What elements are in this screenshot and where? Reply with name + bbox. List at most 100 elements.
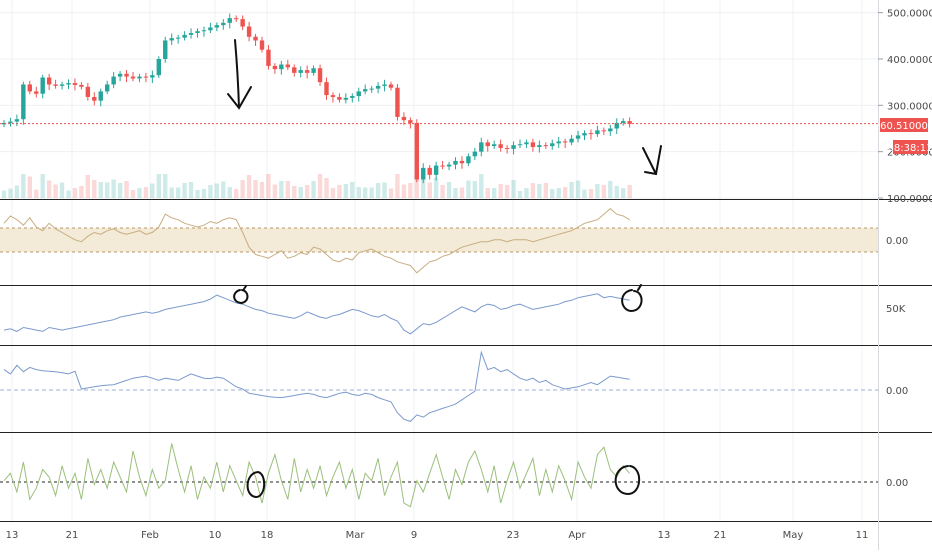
candle-body bbox=[175, 37, 181, 39]
candle-body bbox=[324, 82, 329, 96]
candlestick-series[interactable] bbox=[1, 13, 632, 184]
volume-bar bbox=[92, 180, 97, 198]
volume-bar bbox=[446, 182, 452, 198]
countdown-badge-bg bbox=[893, 140, 928, 154]
volume-bar bbox=[350, 182, 355, 198]
volume-bar bbox=[285, 181, 290, 198]
volume-bar bbox=[79, 186, 84, 198]
rsi-line[interactable] bbox=[3, 208, 630, 274]
candle-body bbox=[498, 144, 503, 148]
candle-body bbox=[40, 77, 45, 94]
price-scale[interactable]: 500.000000400.000000300.000000200.000000… bbox=[878, 9, 932, 205]
volume-bar bbox=[175, 187, 181, 198]
volume-bar bbox=[279, 181, 284, 198]
down-arrow-annotation-right bbox=[642, 145, 662, 176]
volume-bar bbox=[388, 188, 394, 198]
candle-body bbox=[72, 83, 78, 85]
time-tick-label: Feb bbox=[141, 530, 159, 541]
candle-body bbox=[259, 40, 265, 50]
time-axis[interactable]: 13 21 Feb 10 18 Mar 9 23 Apr 13 21 May 11 bbox=[6, 530, 869, 541]
candle-body bbox=[453, 160, 458, 165]
candle-body bbox=[130, 76, 136, 79]
candle-body bbox=[317, 68, 323, 83]
momentum-line[interactable] bbox=[3, 443, 630, 508]
candle-body bbox=[414, 122, 419, 180]
candle-body bbox=[285, 64, 290, 68]
volume-bar bbox=[137, 188, 142, 198]
candle-body bbox=[472, 151, 478, 157]
volume-bars bbox=[1, 174, 632, 198]
candle-body bbox=[343, 97, 349, 100]
candle-body bbox=[150, 75, 155, 78]
volume-bar bbox=[253, 180, 258, 198]
candle-body bbox=[46, 77, 52, 85]
volume-bar bbox=[156, 174, 161, 198]
volume-bar bbox=[595, 184, 600, 198]
circle-annotation-momentum-right bbox=[614, 465, 641, 496]
volume-bar bbox=[466, 180, 471, 198]
volume-bar bbox=[530, 183, 536, 198]
candle-body bbox=[79, 84, 84, 87]
volume-bar bbox=[479, 174, 484, 198]
volume-bar bbox=[240, 180, 245, 198]
volume-bar bbox=[105, 182, 110, 198]
volume-bar bbox=[498, 184, 503, 198]
volume-bar bbox=[369, 187, 374, 198]
price-tick-label: 100.000000 bbox=[887, 194, 932, 205]
candle-body bbox=[105, 84, 110, 92]
candle-body bbox=[240, 19, 245, 27]
rsi-band bbox=[0, 228, 878, 252]
volume-bar bbox=[234, 189, 239, 198]
volume-bar bbox=[421, 179, 426, 198]
volume-bar bbox=[556, 188, 561, 198]
candle-body bbox=[582, 133, 587, 136]
candle-body bbox=[182, 34, 187, 38]
volume-bar bbox=[311, 181, 316, 198]
candle-body bbox=[363, 89, 368, 92]
candle-body bbox=[601, 130, 607, 132]
candle-body bbox=[350, 96, 355, 98]
volume-bar bbox=[14, 185, 20, 198]
volume-bar bbox=[337, 185, 342, 198]
candle-body bbox=[214, 25, 220, 28]
volume-bar bbox=[246, 175, 252, 198]
candle-body bbox=[137, 76, 142, 79]
cci-line[interactable] bbox=[3, 350, 630, 422]
volume-bar bbox=[543, 183, 548, 198]
candle-body bbox=[530, 142, 536, 148]
volume-bar bbox=[227, 187, 232, 198]
candle-body bbox=[356, 91, 361, 97]
volume-bar bbox=[440, 185, 445, 198]
candle-body bbox=[98, 91, 103, 101]
candle-body bbox=[34, 91, 39, 94]
volume-bar bbox=[621, 188, 626, 198]
obv-line[interactable] bbox=[3, 293, 630, 335]
volume-bar bbox=[408, 183, 413, 198]
volume-bar bbox=[27, 176, 32, 198]
volume-bar bbox=[214, 183, 220, 198]
candle-body bbox=[304, 70, 310, 73]
time-tick-label: 18 bbox=[261, 530, 274, 541]
candle-body bbox=[575, 135, 581, 139]
volume-bar bbox=[298, 187, 303, 198]
cci-scale-label: 0.00 bbox=[886, 386, 908, 397]
last-price-badge: 260.510000 08:38:11 bbox=[874, 118, 932, 154]
candle-body bbox=[627, 121, 632, 124]
circle-annotation-momentum-left bbox=[246, 471, 266, 499]
candle-body bbox=[27, 84, 32, 92]
volume-bar bbox=[40, 174, 45, 198]
volume-bar bbox=[1, 190, 7, 198]
candle-body bbox=[466, 156, 471, 164]
candle-body bbox=[608, 128, 613, 132]
candle-body bbox=[433, 165, 439, 175]
volume-bar bbox=[195, 190, 200, 198]
candle-body bbox=[537, 145, 542, 148]
momentum-scale-label: 0.00 bbox=[886, 478, 908, 489]
candle-body bbox=[479, 142, 484, 152]
candle-body bbox=[595, 130, 600, 135]
candle-body bbox=[279, 64, 284, 70]
candle-body bbox=[524, 142, 529, 145]
candle-body bbox=[169, 38, 174, 41]
